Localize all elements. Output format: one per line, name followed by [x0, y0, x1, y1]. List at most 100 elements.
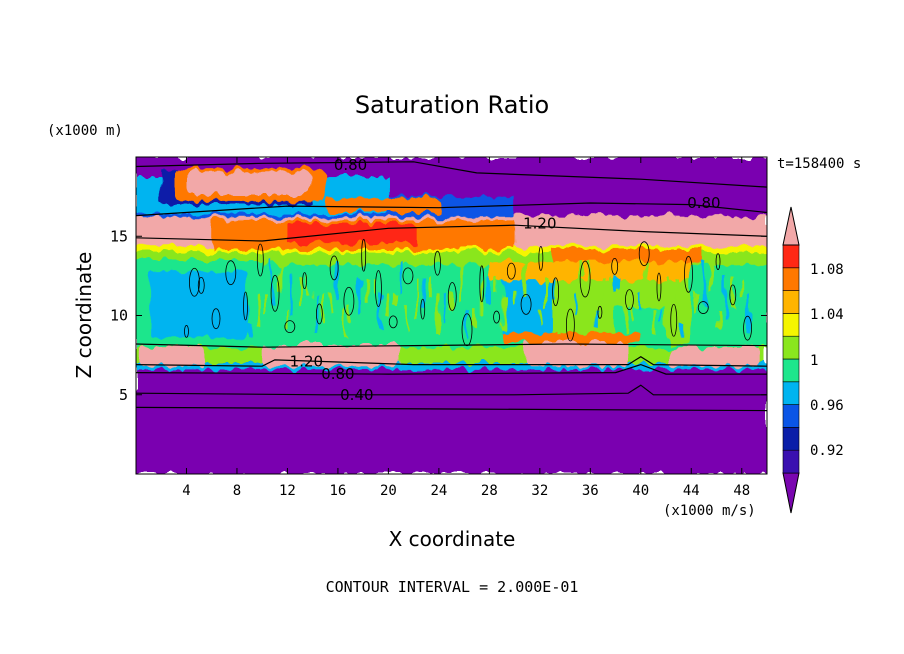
- field-band: [501, 277, 553, 340]
- colorbar-segment: [782, 449, 800, 474]
- contour-line: [136, 406, 767, 412]
- field-streak: [271, 261, 275, 305]
- field-streak: [321, 293, 325, 322]
- field-streak: [285, 309, 289, 330]
- x-tick-label: 32: [531, 483, 548, 499]
- contour-line: [136, 224, 767, 242]
- x-tick-label: 24: [430, 483, 447, 499]
- chart-title: Saturation Ratio: [355, 91, 549, 119]
- contour-cell: [552, 277, 560, 307]
- field-band: [148, 271, 250, 338]
- x-tick-label: 28: [481, 483, 498, 499]
- contour-line: [136, 363, 767, 375]
- x-tick-label: 36: [582, 483, 599, 499]
- contour-labels: 0.800.801.201.200.800.40: [290, 156, 721, 404]
- contour-cell: [343, 286, 355, 316]
- field-streak: [494, 277, 498, 294]
- field-streak: [450, 293, 454, 313]
- x-tick-label: 8: [233, 483, 241, 499]
- x-tick-label: 20: [380, 483, 397, 499]
- x-tick-label: 40: [632, 483, 649, 499]
- x-tick-label: 12: [279, 483, 296, 499]
- field-streak: [558, 293, 562, 337]
- field-streak: [587, 261, 591, 292]
- field-streak: [702, 261, 706, 305]
- field-band: [325, 198, 439, 213]
- field-streak: [594, 309, 598, 329]
- field-streak: [335, 261, 339, 300]
- contour-cell: [638, 241, 650, 267]
- field-streak: [645, 261, 649, 299]
- field-streak: [415, 277, 419, 321]
- x-axis-label: X coordinate: [389, 527, 516, 551]
- colorbar-segment: [782, 267, 800, 291]
- contour-cell: [361, 238, 367, 272]
- field-band: [139, 347, 206, 367]
- colorbar-tick-label: 0.96: [810, 398, 844, 414]
- colorbar-tick-label: 1: [810, 353, 818, 369]
- contour-cell: [375, 270, 382, 307]
- y-axis-label: Z coordinate: [72, 252, 96, 379]
- field-streak: [515, 293, 519, 308]
- field-band: [527, 340, 629, 367]
- colorbar-arrow-low: [782, 472, 800, 514]
- field-streak: [709, 261, 713, 294]
- contour-cell: [243, 291, 248, 321]
- field-streak: [717, 309, 721, 330]
- colorbar: 1.08 1.04 1 0.96 0.92: [782, 206, 844, 514]
- contour-cell: [329, 255, 339, 281]
- field-streak: [544, 277, 548, 311]
- field-streak: [371, 277, 375, 292]
- colorbar-tick-label: 1.04: [810, 307, 844, 323]
- field-streak: [537, 309, 541, 322]
- colorbar-segment: [782, 290, 800, 314]
- contour-label: 1.20: [523, 215, 556, 233]
- field-streak: [652, 309, 656, 335]
- field-streak: [688, 293, 692, 327]
- field-streak: [530, 309, 534, 333]
- contour-line: [136, 343, 767, 348]
- contour-cell: [434, 250, 441, 276]
- field-streak: [681, 325, 685, 338]
- field-streak: [407, 309, 411, 332]
- field-streak: [429, 277, 433, 299]
- field-streak: [573, 293, 577, 314]
- contour-line: [136, 161, 767, 188]
- contour-label: 0.80: [321, 365, 354, 383]
- contour-cell: [493, 310, 500, 324]
- field-streak: [659, 309, 663, 324]
- contour-cell: [197, 276, 205, 294]
- field-streak: [522, 261, 526, 297]
- x-tick-label: 4: [182, 483, 190, 499]
- field-streak: [638, 293, 642, 310]
- field-streak: [357, 277, 361, 314]
- field-streak: [580, 261, 584, 303]
- y-axis: 5 10 15: [110, 227, 767, 404]
- contour-cell: [625, 289, 634, 311]
- contour-cell: [479, 265, 485, 303]
- field-streak: [393, 293, 397, 306]
- y-tick-label: 10: [110, 307, 128, 325]
- field-streak: [566, 293, 570, 326]
- field-streak: [307, 277, 311, 297]
- colorbar-tick-label: 1.08: [810, 262, 844, 278]
- contour-cell: [388, 315, 398, 329]
- contour-cell: [270, 274, 280, 312]
- field-band: [136, 363, 767, 370]
- field-streak: [299, 277, 303, 308]
- field-streak: [292, 277, 296, 319]
- contour-cell: [256, 243, 264, 277]
- field-streak: [623, 293, 627, 332]
- field-streak: [436, 293, 440, 335]
- contour-cell: [225, 260, 237, 286]
- field-streak: [695, 293, 699, 316]
- colorbar-segment: [782, 358, 800, 383]
- contour-label: 0.40: [340, 386, 373, 404]
- field-streak: [602, 277, 606, 318]
- time-label: t=158400 s: [777, 156, 861, 172]
- field-streak: [263, 293, 267, 316]
- field-streak: [486, 277, 490, 305]
- x-tick-label: 44: [683, 483, 700, 499]
- field-streak: [609, 277, 613, 306]
